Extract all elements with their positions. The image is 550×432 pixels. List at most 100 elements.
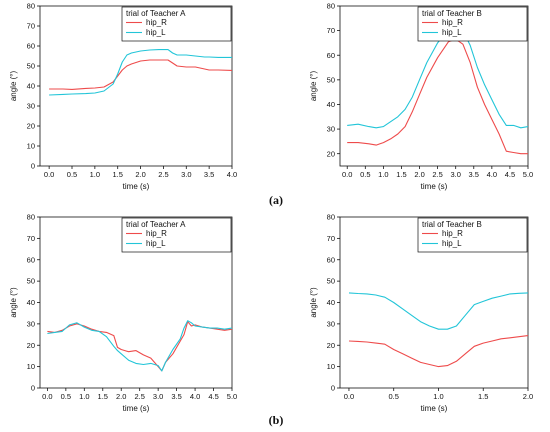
legend-label: hip_R (442, 18, 463, 27)
y-tick-label: 60 (327, 255, 335, 264)
y-tick-label: 20 (327, 341, 335, 350)
x-tick-label: 3.5 (171, 392, 181, 401)
y-tick-label: 60 (27, 255, 35, 264)
y-tick-label: 20 (27, 341, 35, 350)
y-tick-label: 50 (27, 277, 35, 286)
x-tick-label: 1.0 (90, 170, 100, 179)
x-tick-label: 4.0 (487, 170, 497, 179)
y-tick-label: 50 (327, 75, 335, 84)
y-tick-label: 80 (327, 213, 335, 222)
legend-label: hip_L (146, 28, 166, 37)
legend-box (417, 217, 528, 253)
y-tick-label: 80 (327, 2, 335, 11)
series-line-hip-R (49, 59, 233, 90)
y-tick-label: 30 (327, 319, 335, 328)
x-tick-label: 3.0 (181, 170, 191, 179)
series-line-hip-L (49, 49, 232, 96)
y-tick-label: 80 (27, 213, 35, 222)
legend-box (417, 6, 528, 42)
legend-label: hip_R (442, 229, 463, 238)
x-tick-label: 5.0 (523, 170, 533, 179)
y-tick-label: 80 (27, 2, 35, 11)
panel-a-teacher-a: 0.0 0.5 1.0 1.5 2.0 2.5 3.0 3.5 4.0 0 10 20 30 40 50 60… (9, 2, 237, 191)
y-tick-label: 20 (27, 122, 35, 131)
legend-label: hip_R (146, 18, 167, 27)
y-tick-label: 30 (27, 319, 35, 328)
x-tick-label: 2.0 (523, 392, 533, 401)
y-tick-label: 30 (327, 125, 335, 134)
x-tick-label: 5.0 (227, 392, 237, 401)
x-tick-label: 1.5 (478, 392, 488, 401)
legend-title: trial of Teacher B (422, 220, 482, 229)
y-axis-label: angle (°) (9, 287, 18, 318)
y-tick-label: 50 (327, 277, 335, 286)
legend-label: hip_L (442, 28, 462, 37)
x-axis-label: time (s) (123, 182, 150, 191)
x-tick-label: 4.0 (227, 170, 237, 179)
x-tick-label: 0.5 (61, 392, 71, 401)
x-tick-label: 4.5 (208, 392, 218, 401)
y-tick-label: 40 (27, 298, 35, 307)
y-tick-label: 60 (327, 51, 335, 60)
y-tick-label: 70 (27, 234, 35, 243)
panel-b-teacher-a: 0.0 0.5 1.0 1.5 2.0 2.5 3.0 3.5 4.0 4.5 5.0 0 10 20 30… (9, 213, 237, 413)
caption-a: (a) (269, 193, 283, 207)
legend-label: hip_L (442, 239, 462, 248)
x-tick-label: 2.0 (414, 170, 424, 179)
panel-a-teacher-b: 0.0 0.5 1.0 1.5 2.0 2.5 3.0 3.5 4.0 4.5 5.0 20 30 40 5… (309, 2, 533, 191)
x-axis-label: time (s) (421, 404, 448, 413)
y-tick-label: 0 (331, 384, 335, 393)
x-tick-label: 1.0 (378, 170, 388, 179)
x-tick-label: 1.5 (112, 170, 122, 179)
caption-b: (b) (269, 413, 284, 427)
series-line-hip-R (47, 321, 233, 372)
y-tick-label: 70 (27, 22, 35, 31)
x-tick-label: 2.5 (432, 170, 442, 179)
x-tick-label: 0.0 (42, 392, 52, 401)
series-line-hip-L (47, 320, 233, 372)
y-axis-label: angle (°) (309, 71, 318, 102)
x-tick-label: 1.5 (98, 392, 108, 401)
y-tick-label: 30 (27, 102, 35, 111)
plot-frame (339, 5, 529, 167)
x-tick-label: 2.0 (116, 392, 126, 401)
y-tick-label: 40 (27, 82, 35, 91)
x-tick-label: 1.0 (79, 392, 89, 401)
y-tick-label: 10 (27, 362, 35, 371)
x-tick-label: 1.0 (433, 392, 443, 401)
x-tick-label: 3.0 (450, 170, 460, 179)
x-tick-label: 3.5 (469, 170, 479, 179)
x-tick-label: 0.5 (360, 170, 370, 179)
y-tick-label: 10 (327, 362, 335, 371)
x-tick-label: 0.0 (342, 170, 352, 179)
x-tick-label: 4.0 (190, 392, 200, 401)
x-tick-label: 2.5 (158, 170, 168, 179)
y-tick-label: 40 (327, 100, 335, 109)
y-tick-label: 20 (327, 149, 335, 158)
y-axis-label: angle (°) (9, 71, 18, 102)
y-tick-label: 70 (327, 26, 335, 35)
series-line-hip-R (347, 38, 528, 155)
series-line-hip-R (348, 335, 529, 368)
x-axis-label: time (s) (123, 404, 150, 413)
x-axis-label: time (s) (421, 182, 448, 191)
x-tick-label: 3.0 (153, 392, 163, 401)
x-tick-label: 0.0 (44, 170, 54, 179)
y-tick-label: 70 (327, 234, 335, 243)
y-tick-label: 40 (327, 298, 335, 307)
x-tick-label: 3.5 (204, 170, 214, 179)
y-axis-label: angle (°) (309, 287, 318, 318)
series-line-hip-L (348, 292, 529, 330)
legend-label: hip_R (146, 229, 167, 238)
legend-box (121, 217, 232, 253)
legend-title: trial of Teacher B (422, 9, 482, 18)
x-tick-label: 0.5 (388, 392, 398, 401)
x-tick-label: 2.5 (134, 392, 144, 401)
x-tick-label: 0.0 (344, 392, 354, 401)
y-tick-label: 10 (27, 142, 35, 151)
x-tick-label: 4.5 (505, 170, 515, 179)
legend-label: hip_L (146, 239, 166, 248)
